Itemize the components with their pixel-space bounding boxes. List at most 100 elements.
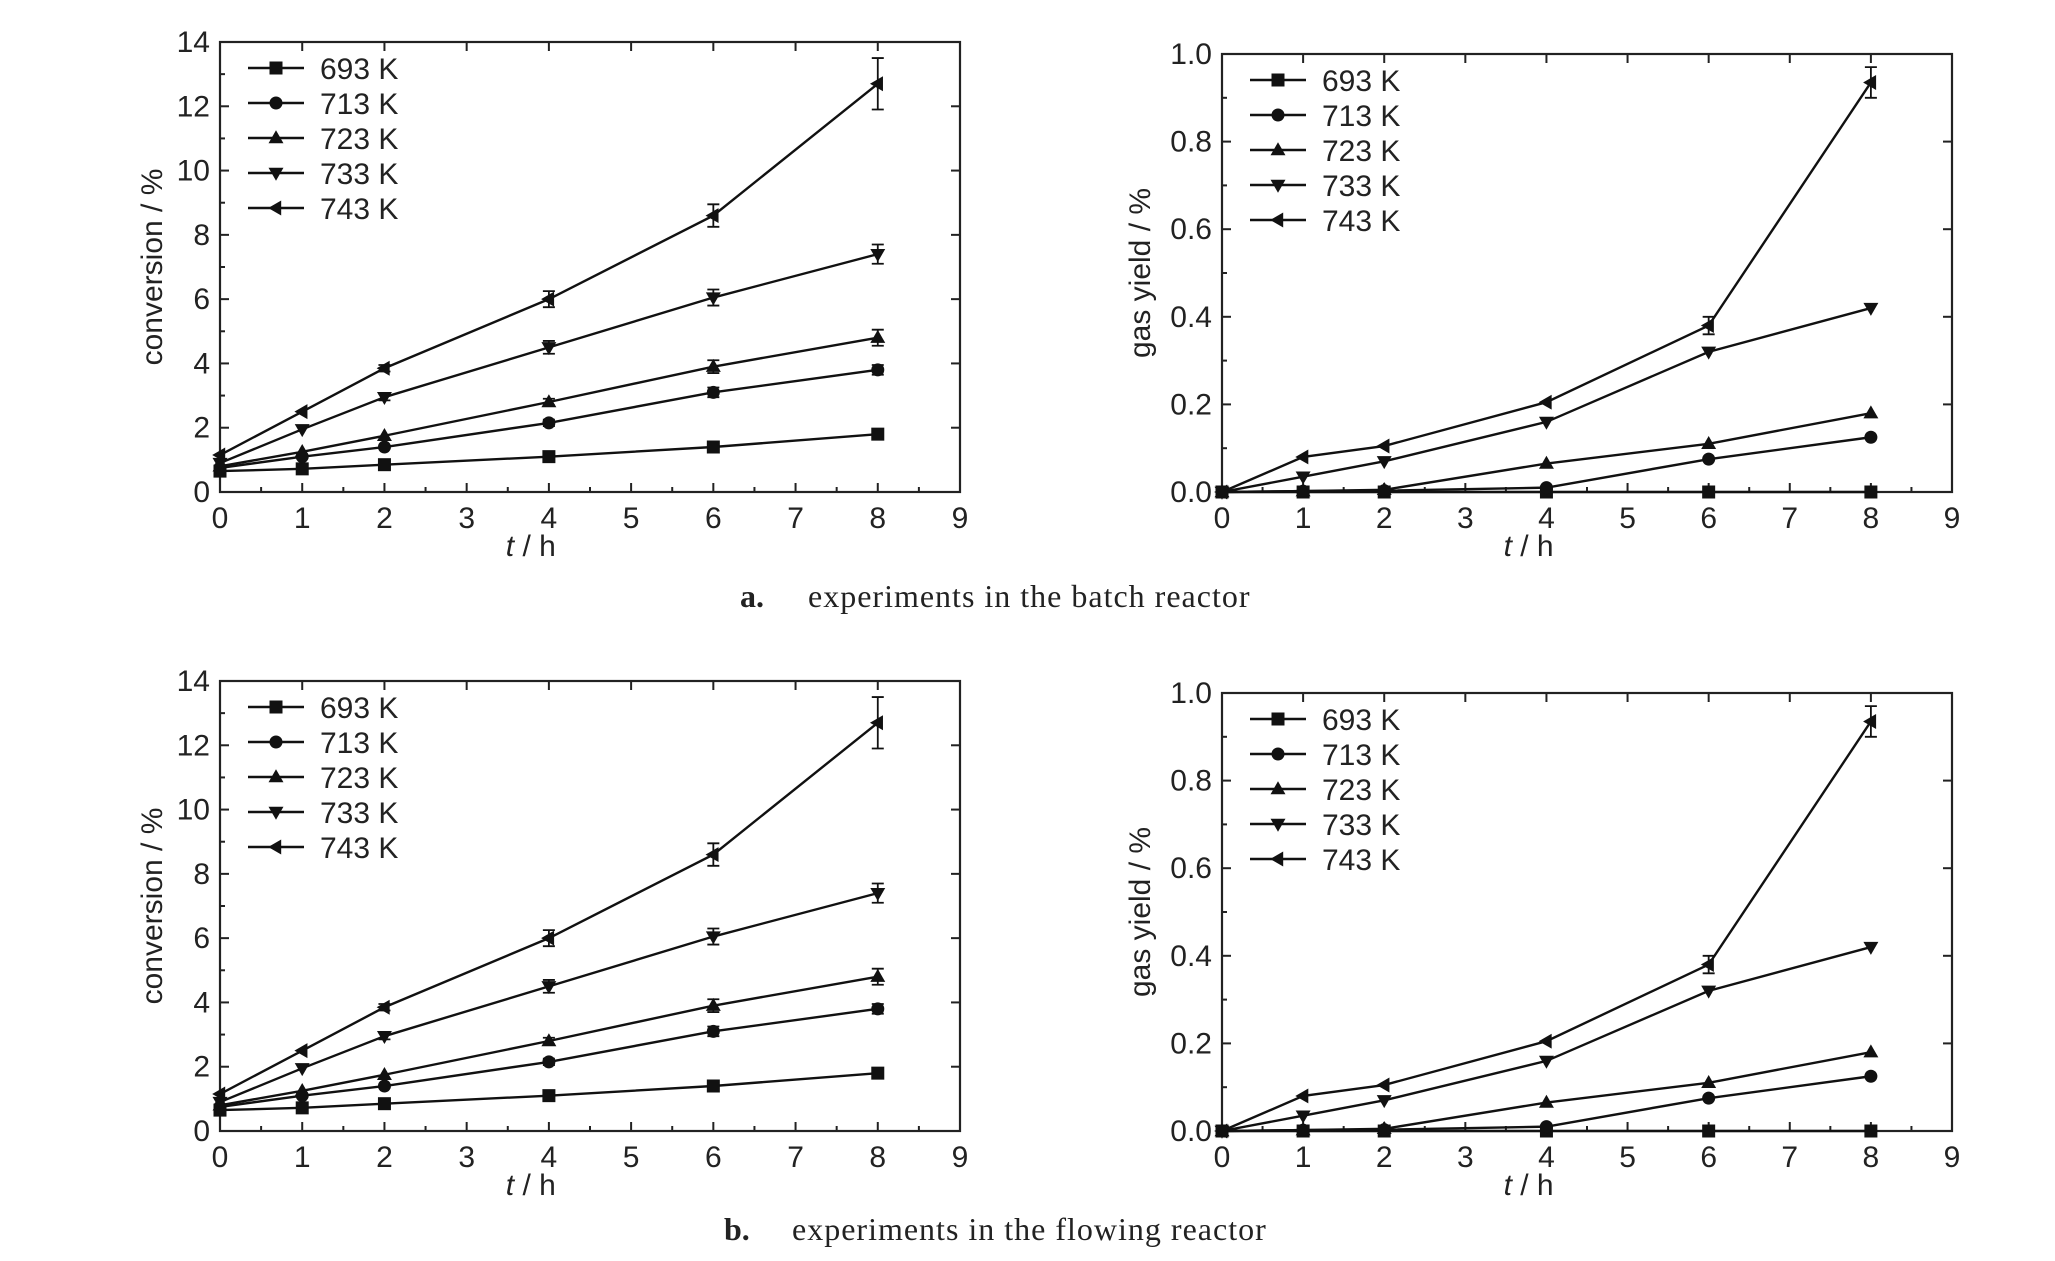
- panel2-data-point: [871, 1066, 885, 1080]
- panel0-x-tick-label: 5: [623, 502, 640, 535]
- panel0-series-line: [219, 432, 878, 473]
- panel1-data-point: [1864, 430, 1878, 444]
- panel1-data-point: [1295, 449, 1309, 465]
- panel3-data-point: [1702, 1091, 1716, 1105]
- panel3-legend-label: 743 K: [1322, 844, 1400, 877]
- panel0-data-point: [871, 363, 885, 377]
- panel1-y-tick-label: 1.0: [1170, 38, 1212, 71]
- panel0-y-tick-label: 10: [177, 155, 210, 188]
- panel1-x-tick-label: 6: [1700, 502, 1717, 535]
- panel1-data-point: [1863, 405, 1879, 419]
- panel2-data-point: [212, 1086, 226, 1102]
- panel2-legend-label: 693 K: [320, 692, 398, 725]
- panel3-legend-label: 713 K: [1322, 739, 1400, 772]
- panel2-data-point: [541, 930, 555, 946]
- panel0-y-tick-label: 0: [193, 476, 210, 509]
- panel2-data-point: [705, 997, 721, 1011]
- panel2-data-point: [376, 999, 390, 1015]
- panel2-data-point: [376, 1030, 392, 1044]
- panel2-series-line: [219, 1071, 878, 1112]
- panel1-legend-marker: [1270, 142, 1286, 156]
- panel3-x-axis-title: t / h: [1504, 1169, 1554, 1202]
- panel0-legend-marker: [268, 130, 284, 144]
- panel3-data-point: [1295, 1088, 1309, 1104]
- panel2-data-point: [706, 1024, 720, 1038]
- panel3-series-743K: [1214, 705, 1877, 1139]
- panel2-legend-entry: 693 K: [248, 692, 398, 725]
- panel1-legend-entry: 733 K: [1250, 170, 1400, 203]
- panel0-data-point: [541, 291, 555, 307]
- panel1-legend-label: 693 K: [1322, 65, 1400, 98]
- panel0-data-point: [295, 462, 309, 476]
- panel0-y-tick-label: 2: [193, 412, 210, 445]
- panel2-data-point: [541, 1033, 557, 1047]
- panel2-y-tick-label: 14: [177, 665, 210, 698]
- panel0-x-tick-label: 2: [376, 502, 393, 535]
- panel1-series-line: [1221, 306, 1872, 494]
- panel1-x-tick-label: 9: [1944, 502, 1961, 535]
- panel0-data-point: [376, 391, 392, 405]
- panel1-series-line: [1221, 81, 1872, 494]
- panel1-data-point: [1863, 74, 1877, 90]
- panel2-data-point: [705, 931, 721, 945]
- panel2-x-axis-title: t / h: [506, 1169, 556, 1202]
- panel3-legend-marker: [1271, 747, 1285, 761]
- panel0-data-point: [294, 424, 310, 438]
- panel2-data-point: [870, 968, 886, 982]
- panel0-legend-entry: 743 K: [248, 193, 398, 226]
- panel2-data-point: [294, 1083, 310, 1097]
- panel1-data-point: [1295, 483, 1311, 497]
- panel0-legend-label: 693 K: [320, 53, 398, 86]
- panel3-legend-marker: [1270, 818, 1286, 832]
- panel3-data-point: [1700, 957, 1714, 973]
- panel2-data-point: [542, 1089, 556, 1103]
- panel0-series-723K: [212, 328, 886, 472]
- panel0-legend-label: 743 K: [320, 193, 398, 226]
- panel0-data-point: [377, 458, 391, 472]
- panel1-x-tick-label: 7: [1781, 502, 1798, 535]
- panel1-legend-label: 723 K: [1322, 135, 1400, 168]
- panel0-x-tick-label: 4: [541, 502, 558, 535]
- panel1-data-point: [1701, 346, 1717, 360]
- panel1-data-point: [1702, 452, 1716, 466]
- panel3-y-tick-label: 0.8: [1170, 765, 1212, 798]
- panel0-data-point: [377, 440, 391, 454]
- panel2-x-tick-label: 0: [212, 1141, 229, 1174]
- panel0-y-tick-label: 6: [193, 283, 210, 316]
- panel0-data-point: [212, 447, 226, 463]
- panel1-x-tick-label: 3: [1457, 502, 1474, 535]
- panel3-data-point: [1376, 1077, 1390, 1093]
- panel1-legend-label: 713 K: [1322, 100, 1400, 133]
- panel0-legend-entry: 713 K: [248, 88, 398, 121]
- caption-b-text: experiments in the flowing reactor: [792, 1211, 1267, 1247]
- panel0-series-line: [219, 252, 879, 465]
- panel2-series-line: [219, 1007, 878, 1109]
- panel3-legend-marker: [1271, 712, 1285, 726]
- panel2-legend-label: 713 K: [320, 727, 398, 760]
- panel3-x-tick-label: 6: [1700, 1141, 1717, 1174]
- panel1-legend-marker: [1270, 179, 1286, 193]
- panel0-data-point: [706, 385, 720, 399]
- panel0-legend-marker: [268, 200, 282, 216]
- panel2-data-point: [294, 1043, 308, 1059]
- panel3-series-line: [1221, 1050, 1872, 1133]
- panel1-legend-label: 733 K: [1322, 170, 1400, 203]
- panel3-legend-marker: [1270, 851, 1284, 867]
- panel0-x-tick-label: 0: [212, 502, 229, 535]
- panel2-data-point: [871, 1002, 885, 1016]
- panel3-x-tick-label: 1: [1295, 1141, 1312, 1174]
- panel2-y-tick-label: 12: [177, 729, 210, 762]
- panel2-data-point: [377, 1097, 391, 1111]
- panel0-x-tick-label: 7: [787, 502, 804, 535]
- panel0-legend-entry: 723 K: [248, 123, 398, 156]
- panel0-y-tick-label: 14: [177, 26, 210, 59]
- panel2-y-axis-title: conversion / %: [136, 808, 169, 1005]
- panel0-data-point: [541, 342, 557, 356]
- panel1-data-point: [1700, 318, 1714, 334]
- panel3-x-tick-label: 8: [1863, 1141, 1880, 1174]
- panel2-legend-entry: 743 K: [248, 832, 398, 865]
- panel0-legend-entry: 733 K: [248, 158, 398, 191]
- panel2-data-point: [294, 1063, 310, 1077]
- panel0-data-point: [542, 450, 556, 464]
